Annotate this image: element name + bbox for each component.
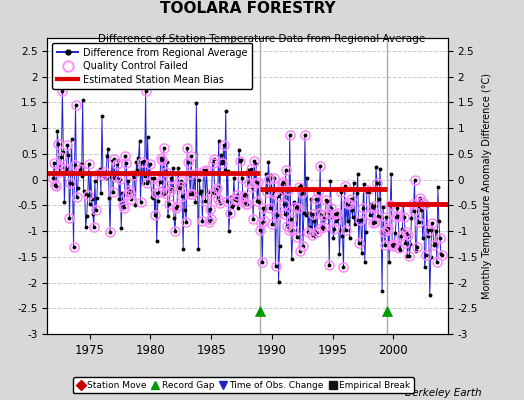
Y-axis label: Monthly Temperature Anomaly Difference (°C): Monthly Temperature Anomaly Difference (… xyxy=(482,73,492,299)
Title: TOOLARA FORESTRY: TOOLARA FORESTRY xyxy=(160,1,335,16)
Text: Difference of Station Temperature Data from Regional Average: Difference of Station Temperature Data f… xyxy=(99,34,425,44)
Text: Berkeley Earth: Berkeley Earth xyxy=(406,388,482,398)
Legend: Station Move, Record Gap, Time of Obs. Change, Empirical Break: Station Move, Record Gap, Time of Obs. C… xyxy=(73,377,414,394)
Legend: Difference from Regional Average, Quality Control Failed, Estimated Station Mean: Difference from Regional Average, Qualit… xyxy=(52,43,253,89)
